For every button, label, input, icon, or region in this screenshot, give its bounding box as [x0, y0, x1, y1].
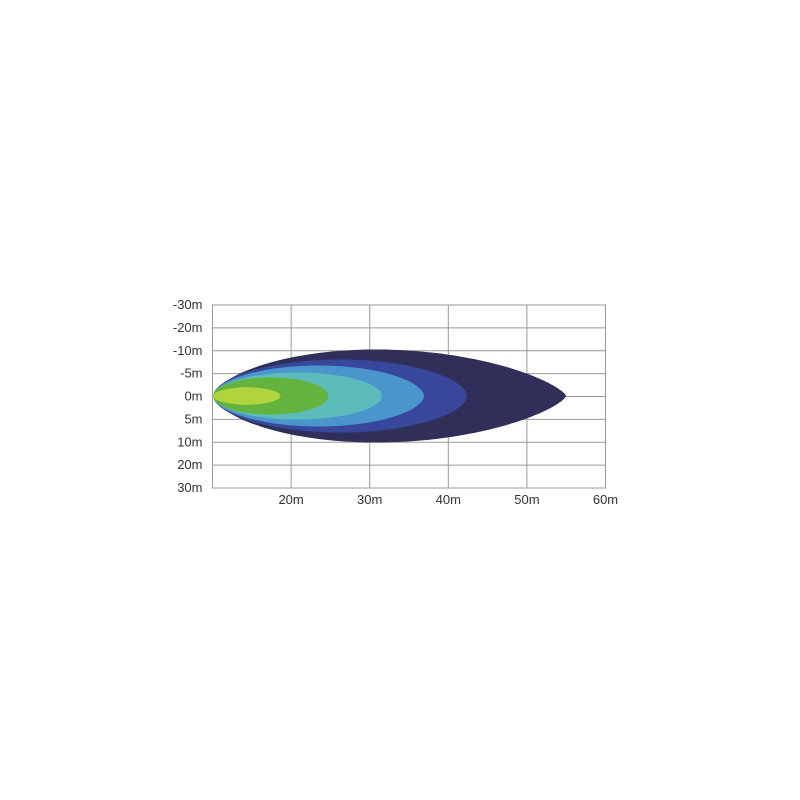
- svg-text:-20m: -20m: [173, 320, 203, 335]
- svg-text:40m: 40m: [436, 492, 461, 507]
- svg-text:50m: 50m: [514, 492, 539, 507]
- svg-text:20m: 20m: [278, 492, 303, 507]
- svg-text:60m: 60m: [593, 492, 618, 507]
- svg-text:10m: 10m: [177, 434, 202, 449]
- svg-text:30m: 30m: [177, 480, 202, 495]
- svg-text:-30m: -30m: [173, 297, 203, 312]
- svg-text:20m: 20m: [177, 457, 202, 472]
- svg-text:5m: 5m: [184, 411, 202, 426]
- svg-text:0m: 0m: [184, 389, 202, 404]
- svg-text:-5m: -5m: [180, 366, 202, 381]
- svg-text:-10m: -10m: [173, 343, 203, 358]
- svg-text:30m: 30m: [357, 492, 382, 507]
